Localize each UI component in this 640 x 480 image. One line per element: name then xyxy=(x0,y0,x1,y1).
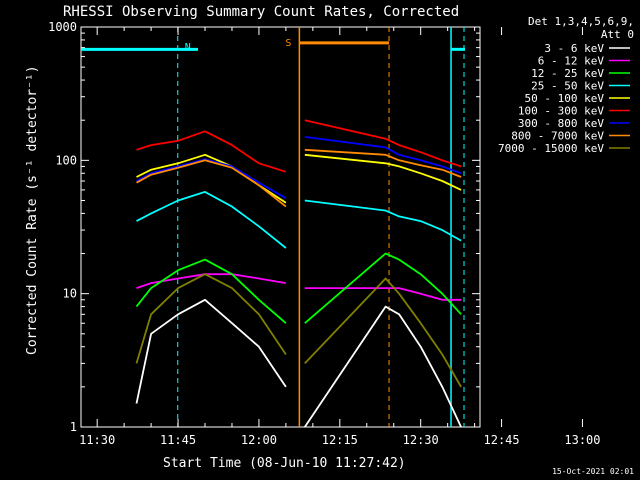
tick-layer: 1 10 100 1000 11:30 11:45 12:00 12:15 12:30 12:45… xyxy=(48,20,600,447)
series-line-6-12-kev-b xyxy=(304,287,462,301)
legend-entry-label: 6 - 12 keV xyxy=(538,55,605,68)
y-tick-label: 1000 xyxy=(48,20,77,34)
legend-header-line-1: Det 1,3,4,5,6,9, xyxy=(528,15,634,28)
x-tick-label: 13:00 xyxy=(564,433,600,447)
series-line-7000-15000-kev-b xyxy=(304,277,462,388)
plot-frame xyxy=(80,26,481,428)
legend-entry-label: 800 - 7000 keV xyxy=(511,130,604,143)
series-line-12-25-kev-a xyxy=(135,258,287,324)
footer-date: 15-Oct-2021 02:01 xyxy=(552,467,634,476)
x-tick-label: 11:30 xyxy=(79,433,115,447)
legend-entry-label: 50 - 100 keV xyxy=(525,92,605,105)
y-tick-label: 100 xyxy=(55,153,77,167)
legend-entry-label: 3 - 6 keV xyxy=(544,42,604,55)
series-layer xyxy=(135,119,462,428)
series-line-800-7000-kev-a xyxy=(136,159,287,208)
x-tick-label: 11:45 xyxy=(160,433,196,447)
series-line-300-800-kev-b xyxy=(304,136,462,175)
legend-entry-label: 12 - 25 keV xyxy=(531,67,604,80)
y-axis-label: Corrected Count Rate (s⁻¹ detector⁻¹) xyxy=(25,65,40,355)
series-line-100-300-kev-a xyxy=(136,130,287,173)
series-line-12-25-kev-b xyxy=(304,252,462,324)
series-line-300-800-kev-a xyxy=(136,158,287,199)
x-tick-label: 12:45 xyxy=(484,433,520,447)
legend-entry-label: 25 - 50 keV xyxy=(531,80,604,93)
gap-label-n: N xyxy=(185,42,191,53)
legend-entry-label: 7000 - 15000 keV xyxy=(498,142,604,155)
x-tick-label: 12:30 xyxy=(403,433,439,447)
x-tick-label: 12:00 xyxy=(241,433,277,447)
series-line-3-6-kev-a xyxy=(135,298,287,404)
y-tick-label: 1 xyxy=(70,420,77,434)
series-line-100-300-kev-b xyxy=(304,119,462,168)
x-axis-label: Start Time (08-Jun-10 11:27:42) xyxy=(163,456,406,471)
series-line-7000-15000-kev-a xyxy=(135,273,287,364)
x-tick-label: 12:15 xyxy=(322,433,358,447)
series-line-50-100-kev-b xyxy=(304,153,462,191)
series-line-25-50-kev-b xyxy=(304,199,462,242)
chart-title: RHESSI Observing Summary Count Rates, Co… xyxy=(63,4,459,20)
series-line-3-6-kev-b xyxy=(304,305,462,428)
legend-entry-label: 100 - 300 keV xyxy=(518,105,604,118)
legend-header-line-2: Att 0 xyxy=(601,28,634,41)
axis-frame xyxy=(80,26,481,428)
legend-entry-label: 300 - 800 keV xyxy=(518,117,604,130)
gap-label-s: S xyxy=(285,38,291,49)
series-line-25-50-kev-a xyxy=(136,190,287,249)
series-line-800-7000-kev-b xyxy=(304,148,462,178)
y-tick-label: 10 xyxy=(63,287,77,301)
